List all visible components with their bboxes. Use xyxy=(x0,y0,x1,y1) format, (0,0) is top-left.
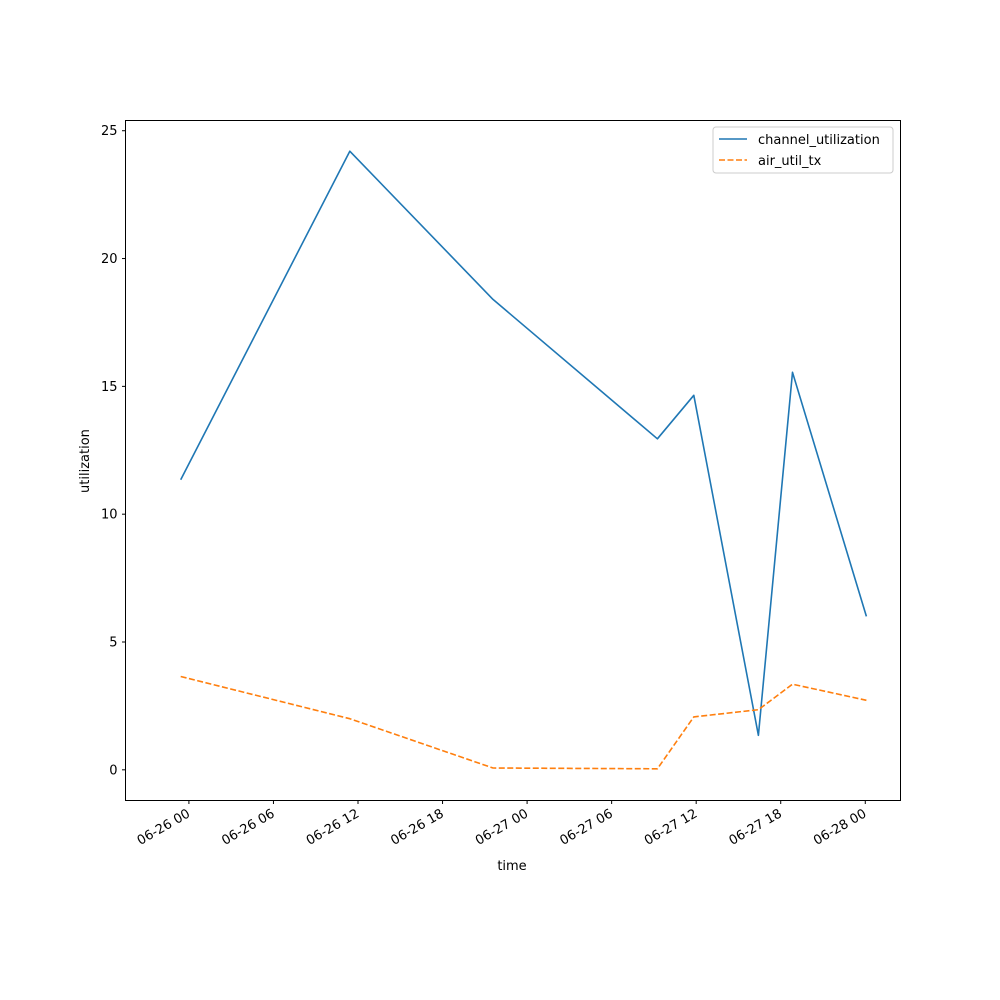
x-tick-label: 06-26 06 xyxy=(219,806,277,848)
y-tick-label: 25 xyxy=(101,124,118,139)
x-tick-label: 06-26 18 xyxy=(388,806,446,848)
x-axis-label: time xyxy=(497,859,526,874)
x-tick-label: 06-28 00 xyxy=(811,806,869,848)
series-line-air-util-tx xyxy=(180,675,867,770)
y-tick-label: 20 xyxy=(101,252,118,267)
y-tick-label: 10 xyxy=(101,508,118,523)
x-tick-label: 06-27 06 xyxy=(558,806,616,848)
y-tick-label: 5 xyxy=(109,636,117,651)
plot-frame xyxy=(125,120,901,801)
x-tick-label: 06-27 00 xyxy=(473,806,531,848)
y-tick-label: 0 xyxy=(109,763,117,778)
x-tick-label: 06-27 12 xyxy=(642,806,700,848)
series-layer xyxy=(179,150,868,770)
x-tick-label: 06-27 18 xyxy=(727,806,785,848)
x-tick-label: 06-26 12 xyxy=(304,806,362,848)
legend: channel_utilization air_util_tx xyxy=(712,126,894,174)
legend-box xyxy=(712,126,894,174)
x-axis-ticks: 06-26 00 06-26 06 06-26 12 06-26 18 06-27 00… xyxy=(135,800,869,849)
x-tick-label: 06-26 00 xyxy=(135,806,193,848)
series-line-channel-utilization xyxy=(179,150,868,737)
legend-label-air-util-tx: air_util_tx xyxy=(758,154,822,169)
y-axis-ticks: 0 5 10 15 20 25 xyxy=(101,124,126,778)
y-axis-label: utilization xyxy=(78,429,93,493)
legend-label-channel-utilization: channel_utilization xyxy=(758,133,880,148)
y-tick-label: 15 xyxy=(101,380,118,395)
